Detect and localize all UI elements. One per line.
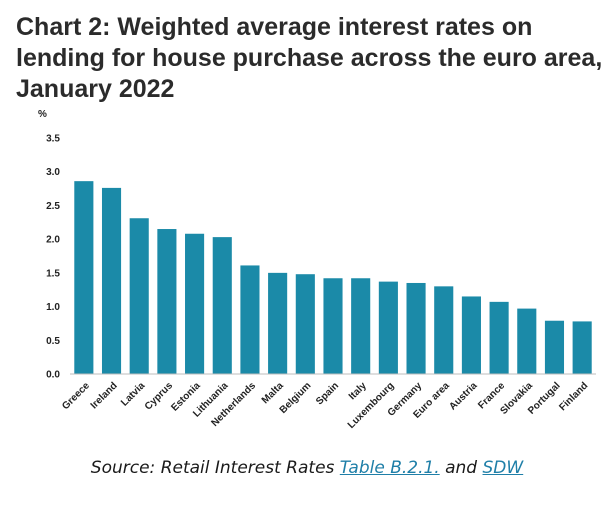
bar bbox=[185, 233, 205, 374]
y-tick-label: 0.0 bbox=[46, 370, 60, 381]
bar bbox=[351, 278, 371, 374]
bar bbox=[544, 320, 565, 374]
bar bbox=[240, 265, 260, 374]
bar bbox=[572, 321, 592, 374]
y-tick-label: 3.0 bbox=[46, 167, 60, 178]
source-prefix: Source: Retail Interest Rates bbox=[90, 458, 340, 478]
bar bbox=[378, 281, 398, 374]
source-note: Source: Retail Interest Rates Table B.2.… bbox=[0, 458, 614, 478]
y-axis: 0.0 0.5 1.0 1.5 2.0 2.5 3.0 3.5 bbox=[46, 134, 60, 381]
bar bbox=[268, 272, 288, 374]
x-tick-label: Italy bbox=[347, 380, 369, 402]
bar bbox=[323, 278, 343, 374]
sdw-link[interactable]: SDW bbox=[482, 458, 524, 478]
y-tick-label: 1.5 bbox=[46, 268, 60, 279]
x-tick-label: Spain bbox=[314, 380, 341, 407]
bar bbox=[406, 282, 426, 374]
bar bbox=[101, 187, 122, 374]
bar bbox=[517, 308, 537, 374]
bar bbox=[295, 274, 315, 374]
bar-series bbox=[74, 181, 592, 374]
chart-title: Chart 2: Weighted average interest rates… bbox=[16, 13, 603, 103]
bar bbox=[212, 237, 232, 374]
table-b21-link[interactable]: Table B.2.1. bbox=[339, 458, 440, 478]
y-tick-label: 0.5 bbox=[46, 336, 60, 347]
y-tick-label: 2.0 bbox=[46, 235, 60, 246]
x-tick-label: Ireland bbox=[89, 380, 120, 411]
bar bbox=[489, 301, 509, 374]
bar bbox=[129, 218, 149, 374]
y-tick-label: 2.5 bbox=[46, 201, 60, 212]
bar bbox=[461, 296, 481, 374]
y-axis-unit-label: % bbox=[38, 109, 47, 120]
bar bbox=[74, 181, 94, 374]
bar bbox=[157, 229, 177, 374]
x-tick-label: Austria bbox=[447, 380, 479, 412]
x-tick-label: Greece bbox=[60, 380, 92, 412]
bar bbox=[434, 286, 454, 374]
y-tick-label: 3.5 bbox=[46, 134, 60, 145]
x-tick-label: Finland bbox=[557, 380, 590, 413]
x-tick-label: Malta bbox=[260, 380, 286, 406]
y-tick-label: 1.0 bbox=[46, 302, 60, 313]
bar-chart: % 0.0 0.5 1.0 1.5 2.0 2.5 3.0 3.5 GreeceIreland… bbox=[38, 109, 596, 431]
source-middle: and bbox=[439, 458, 478, 478]
